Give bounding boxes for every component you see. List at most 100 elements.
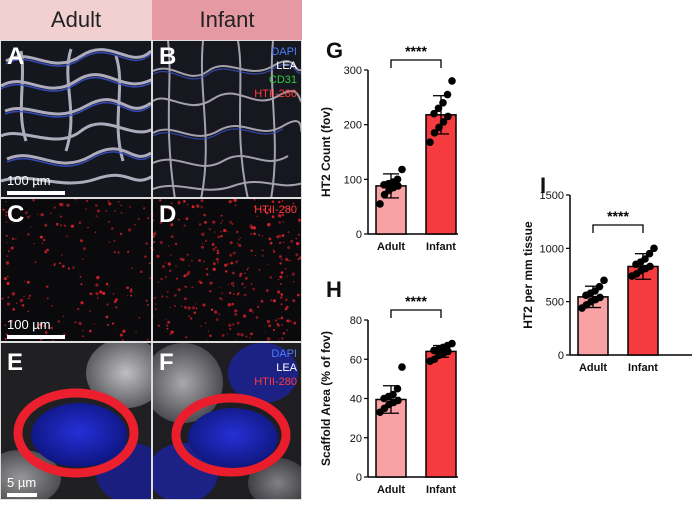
signal-dot [70, 224, 74, 228]
signal-dot [212, 267, 216, 271]
signal-dot [300, 318, 301, 320]
x-tick-label: Adult [579, 362, 607, 374]
signal-dot [219, 297, 222, 300]
y-tick-label: 40 [350, 394, 362, 406]
signal-dot [30, 226, 32, 228]
micrograph-panel-d: D HTII-280 [152, 198, 302, 342]
signal-dot [250, 332, 253, 336]
signal-dot [278, 241, 282, 245]
signal-dot [281, 258, 283, 261]
signal-dot [105, 210, 108, 212]
signal-dot [52, 339, 54, 341]
signal-dot [244, 272, 246, 274]
y-tick-label: 80 [350, 315, 362, 327]
signal-dot [133, 223, 136, 226]
signal-dot [180, 305, 183, 308]
signal-dot [226, 230, 229, 233]
signal-dot [299, 256, 301, 260]
micrograph-panel-f: F DAPI LEA HTII-280 [152, 342, 302, 500]
signal-dot [117, 200, 120, 203]
y-tick-label: 0 [356, 472, 362, 484]
signal-dot [5, 221, 8, 223]
signal-dot [290, 240, 293, 243]
signal-dot [127, 250, 130, 253]
signal-dot [111, 227, 114, 230]
signal-dot [108, 202, 112, 206]
signal-dot [114, 210, 116, 212]
signal-dot [74, 199, 77, 201]
signal-dot [284, 307, 288, 311]
significance-stars: **** [405, 293, 427, 309]
signal-dot [265, 211, 269, 215]
signal-dot [82, 258, 84, 260]
signal-dot [153, 219, 154, 222]
signal-dot [280, 293, 283, 296]
signal-dot [262, 249, 264, 252]
signal-dot [203, 213, 206, 217]
data-point [650, 244, 658, 253]
signal-dot [229, 253, 233, 257]
signal-dot [108, 221, 110, 223]
signal-dot [218, 313, 221, 316]
signal-dot [157, 281, 159, 283]
signal-dot [50, 326, 53, 330]
signal-dot [224, 263, 228, 267]
signal-dot [261, 235, 264, 237]
signal-dot [231, 223, 234, 225]
signal-dot [196, 204, 200, 208]
scalebar-label-a: 100 µm [7, 173, 51, 188]
signal-dot [228, 283, 230, 285]
signal-dot [266, 319, 270, 324]
signal-dot [80, 301, 84, 305]
signal-dot [61, 254, 63, 256]
signal-dot [287, 231, 290, 233]
signal-dot [264, 330, 266, 333]
signal-dot [113, 300, 117, 304]
signal-dot [37, 213, 39, 215]
signal-dot [105, 282, 109, 286]
signal-dot [295, 253, 299, 257]
signal-dot [232, 271, 235, 275]
signal-dot [93, 323, 96, 325]
signal-dot [67, 267, 70, 270]
signal-dot [23, 295, 25, 298]
signal-dot [153, 296, 157, 299]
y-tick-label: 0 [356, 229, 362, 241]
data-point [439, 99, 447, 107]
micrograph-panel-b: B DAPI LEA CD31 HTII-280 [152, 40, 302, 198]
signal-dot [195, 303, 197, 305]
data-point [435, 123, 443, 132]
data-point [448, 77, 456, 85]
signal-dot [186, 253, 189, 256]
signal-dot [214, 231, 216, 233]
signal-dot [17, 217, 20, 220]
signal-dot [97, 216, 99, 218]
x-tick-label: Adult [377, 484, 405, 496]
signal-dot [147, 217, 150, 219]
signal-dot [51, 305, 53, 307]
signal-dot [277, 200, 281, 204]
signal-dot [168, 208, 171, 211]
signal-dot [212, 248, 216, 251]
signal-dot [96, 297, 99, 299]
signal-dot [112, 322, 115, 325]
signal-dot [82, 335, 84, 338]
signal-dot [202, 303, 206, 307]
channel-legend-d: HTII-280 [254, 203, 297, 217]
signal-dot [237, 242, 239, 245]
scalebar-label-e: 5 µm [7, 475, 37, 490]
cell-image-e [1, 343, 151, 499]
signal-dot [184, 297, 187, 301]
signal-dot [27, 297, 30, 300]
data-point [393, 384, 402, 393]
signal-dot [39, 235, 43, 239]
scalebar-label-c: 100 µm [7, 317, 51, 332]
signal-dot [220, 230, 222, 233]
channel-legend-b: DAPI LEA CD31 HTII-280 [254, 45, 297, 101]
signal-dot [59, 215, 63, 218]
signal-dot [267, 208, 271, 212]
signal-dot [269, 241, 273, 245]
signal-dot [230, 261, 234, 265]
signal-dot [240, 333, 244, 337]
signal-dot [53, 262, 56, 266]
